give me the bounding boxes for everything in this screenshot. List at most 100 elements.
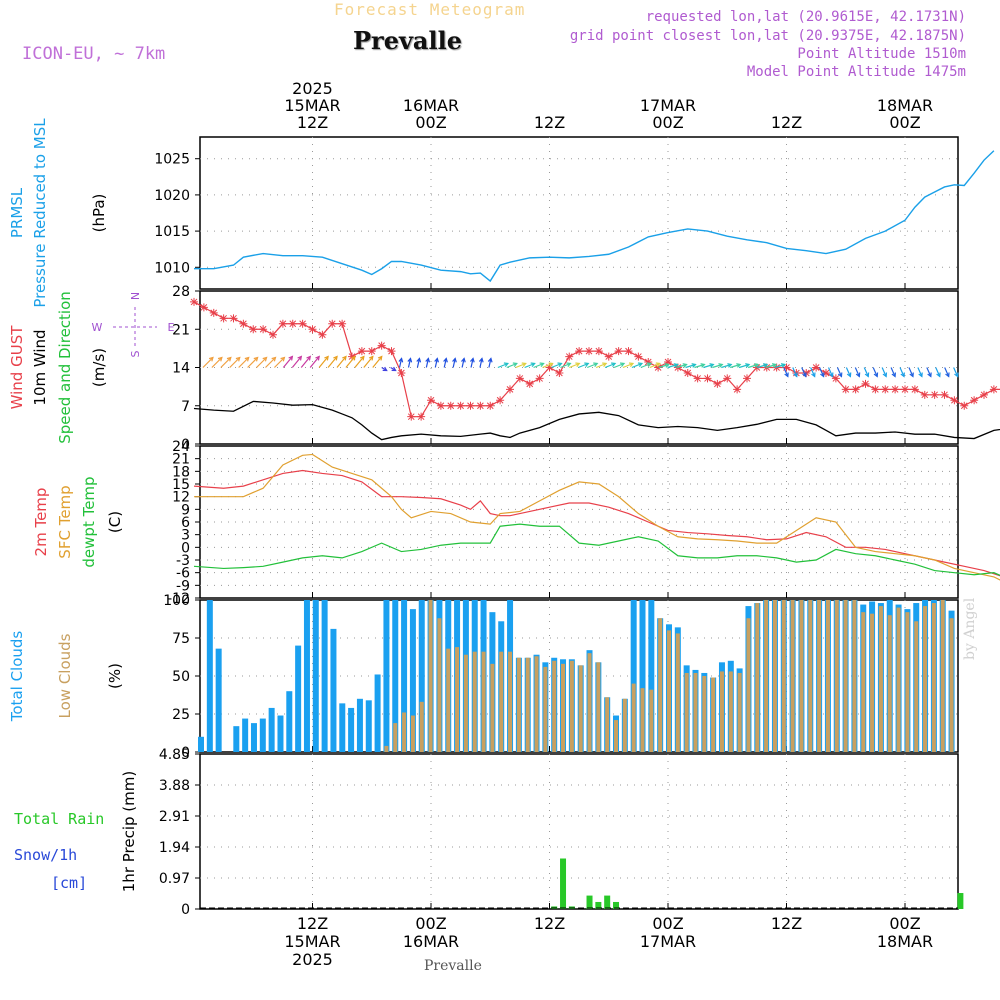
gust-marker (545, 363, 554, 372)
wind-arrow (425, 358, 429, 368)
wind-arrow (935, 367, 941, 377)
total-cloud-bar (639, 600, 646, 752)
temperature-ytick-label: -6 (176, 566, 190, 582)
temperature-ytick-label: 3 (181, 528, 190, 544)
top-time-label: 17MAR (640, 96, 696, 115)
low-cloud-bar (843, 600, 848, 752)
rain-bar (613, 901, 620, 909)
gust-marker (960, 401, 969, 410)
gust-marker (229, 314, 238, 323)
wind-arrow (202, 357, 214, 368)
wind-arrow-head (619, 362, 626, 367)
low-cloud-bar (419, 701, 424, 752)
wind-arrow (747, 363, 759, 369)
low-cloud-bar (790, 600, 795, 752)
low-cloud-bar (755, 603, 760, 752)
compass-cross (113, 307, 157, 347)
clouds-panel: 0 25 50 75 100 Total Clouds Low Clouds (%) (8, 593, 959, 761)
top-time-label: 16MAR (403, 96, 459, 115)
gust-marker (585, 347, 593, 356)
wind-arrow (836, 367, 843, 377)
wind-arrow-head (811, 372, 816, 378)
gust-marker (831, 374, 840, 383)
wind-arrow (560, 362, 571, 369)
low-cloud-bar (940, 600, 945, 752)
bottom-time-label: 18MAR (877, 932, 933, 951)
low-cloud-bar (675, 633, 680, 752)
bottom-time-label: 00Z (652, 914, 683, 933)
wind-arrow (443, 358, 447, 368)
wind-arrow (336, 356, 347, 368)
gust-marker (367, 347, 376, 356)
low-cloud-bar (384, 745, 389, 752)
wind-arrow-head (503, 362, 510, 367)
low-cloud-bar (887, 615, 892, 752)
gust-marker (861, 379, 870, 388)
total-cloud-bar (233, 726, 240, 752)
wind-arrow-head (377, 355, 383, 361)
gust-marker (604, 352, 613, 361)
gust-marker (683, 368, 692, 377)
wind-arrow-head (434, 357, 439, 363)
top-time-label: 00Z (652, 113, 683, 132)
low-cloud-bar (552, 660, 557, 752)
total-cloud-bar (198, 736, 204, 752)
wind-arrow (309, 356, 320, 368)
wind-arrow-head (253, 356, 259, 362)
wind-arrow (667, 363, 678, 369)
wind-arrow-head (306, 355, 312, 361)
bottom-time-label: 15MAR (284, 932, 340, 951)
wind-arrow (908, 367, 914, 377)
low-cloud-bar (446, 648, 451, 752)
low-cloud-bar (640, 688, 645, 752)
clouds-axis-title: Low Clouds (56, 633, 74, 718)
low-cloud-bar (402, 712, 407, 752)
wind-arrow-head (828, 372, 834, 378)
precip-ytick-label: 1.94 (159, 840, 190, 856)
wind-arrow (774, 363, 786, 369)
bottom-time-label: 2025 (292, 950, 333, 969)
wind-arrow (515, 362, 526, 369)
wind-arrow-head (539, 362, 545, 367)
precip-frame (199, 753, 959, 910)
total-cloud-bar (330, 628, 337, 752)
pressure-axis-title: (hPa) (90, 194, 108, 233)
precip-ytick-label: 3.88 (159, 778, 190, 794)
gust-marker (199, 303, 208, 312)
wind-arrow-head (945, 372, 950, 378)
wind-arrow (551, 362, 562, 369)
wind-arrow (470, 358, 474, 368)
total-cloud-bar (259, 718, 266, 752)
wind-arrow (282, 356, 293, 368)
wind-arrow (327, 356, 338, 368)
gust-marker (348, 352, 356, 361)
temperature-ytick-label: -3 (176, 553, 190, 569)
wind-arrow-head (918, 372, 923, 378)
gust-marker (249, 325, 258, 334)
gust-marker (910, 385, 919, 394)
wind-arrow-head (416, 357, 422, 363)
low-cloud-bar (719, 671, 724, 752)
wind-arrow (247, 357, 259, 368)
wind-arrow (291, 356, 302, 368)
wind-arrow (533, 362, 544, 369)
wind-arrow (604, 362, 616, 369)
gust-marker (486, 401, 495, 410)
bottom-time-label: 12Z (534, 914, 565, 933)
wind-arrow-head (235, 356, 241, 362)
gust-marker (693, 374, 702, 383)
top-time-label: 2025 (292, 79, 333, 98)
wind-arrow-head (927, 372, 932, 378)
wind-arrow (238, 357, 250, 368)
gust-marker (723, 374, 732, 383)
wind-arrow-head (637, 362, 644, 367)
wind-axis-title: Wind GUST (8, 325, 26, 410)
wind-arrow-head (217, 356, 223, 362)
gust-marker (338, 319, 347, 328)
gust-marker (575, 347, 584, 356)
bottom-time-label: 16MAR (403, 932, 459, 951)
gust-marker (407, 412, 416, 421)
gust-marker (298, 319, 307, 328)
temperature-ytick-label: 6 (181, 515, 190, 531)
wind-ytick-label: 0 (181, 437, 190, 453)
